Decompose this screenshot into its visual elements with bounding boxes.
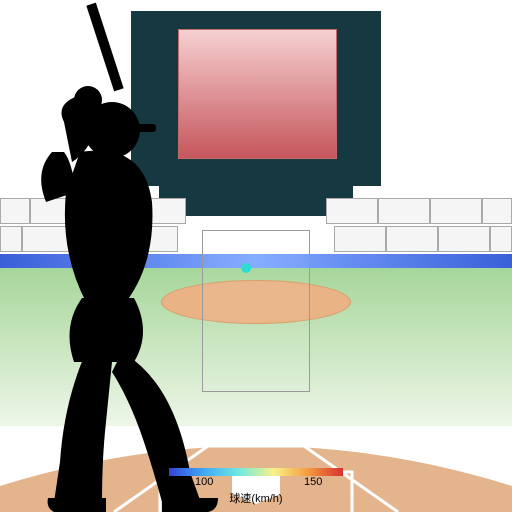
- legend-tick: 150: [304, 476, 322, 488]
- legend-axis-label: 球速(km/h): [169, 490, 343, 506]
- legend-colorbar: [169, 468, 343, 476]
- batter-silhouette: [0, 2, 264, 512]
- velocity-legend: 100 150 球速(km/h): [169, 468, 343, 506]
- pitch-location-chart: 100 150 球速(km/h): [0, 0, 512, 512]
- legend-tick: 100: [195, 476, 213, 488]
